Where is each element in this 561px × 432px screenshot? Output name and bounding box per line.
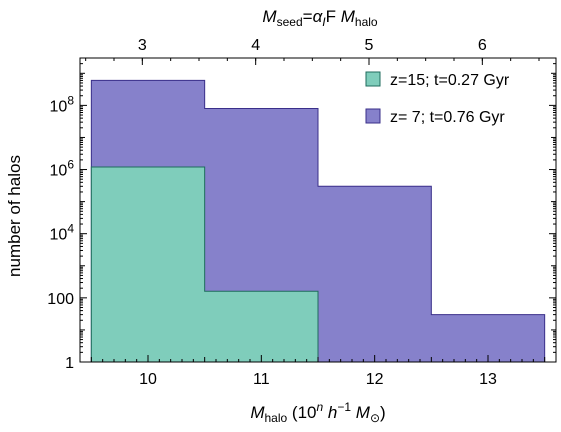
legend-label-z15: z=15; t=0.27 Gyr (390, 72, 510, 89)
y-tick-label: 104 (50, 222, 75, 244)
x-tick-label: 11 (253, 371, 270, 388)
legend-swatch-z15 (365, 71, 381, 87)
legend-swatch-z7 (365, 108, 381, 124)
y-tick-label: 100 (47, 291, 74, 308)
top-tick-label: 5 (365, 37, 374, 54)
top-axis-title: Mseed=αIF Mhalo (262, 7, 377, 29)
x-axis-title: Mhalo (10n h−1 M⊙) (250, 400, 385, 425)
y-tick-label: 108 (50, 93, 75, 115)
legend-label-z7: z= 7; t=0.76 Gyr (390, 109, 505, 126)
x-tick-label: 13 (479, 371, 497, 388)
top-tick-label: 6 (478, 37, 487, 54)
axis-ticks (80, 57, 556, 363)
x-tick-label: 12 (366, 371, 384, 388)
legend: z=15; t=0.27 Gyr z= 7; t=0.76 Gyr (365, 71, 510, 126)
top-tick-label: 4 (251, 37, 260, 54)
y-axis-title: number of halos (5, 155, 24, 277)
tick-labels: 10 11 12 13 3 4 5 6 1 100 104 106 108 (47, 37, 497, 388)
x-tick-label: 10 (139, 371, 157, 388)
y-tick-label: 106 (50, 158, 75, 180)
top-tick-label: 3 (138, 37, 147, 54)
y-tick-label: 1 (65, 355, 74, 372)
